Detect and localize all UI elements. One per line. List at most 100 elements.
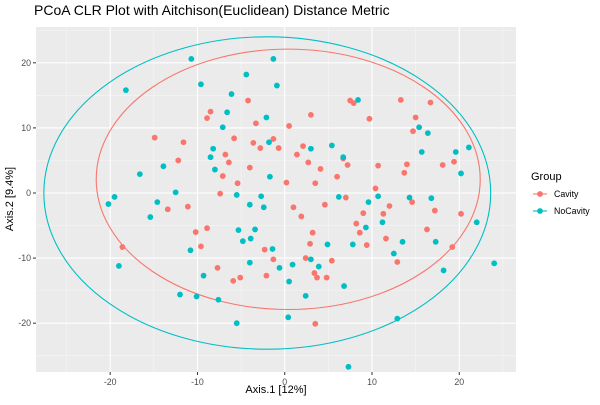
point-nocavity (246, 201, 253, 208)
point-cavity (344, 162, 351, 168)
point-cavity (308, 111, 314, 118)
point-cavity (334, 173, 340, 180)
point-nocavity (341, 283, 347, 289)
point-nocavity (219, 124, 226, 131)
point-cavity (245, 97, 251, 104)
point-nocavity (266, 173, 273, 180)
point-nocavity (285, 314, 292, 321)
x-tick-label: 20 (454, 377, 464, 387)
point-nocavity (177, 291, 183, 298)
point-nocavity (491, 260, 498, 267)
point-nocavity (473, 219, 480, 226)
point-nocavity (379, 219, 386, 226)
x-tick-label: 0 (282, 377, 287, 387)
point-nocavity (365, 199, 372, 206)
x-tick-label: 10 (367, 377, 377, 387)
legend-label: Cavity (554, 189, 579, 199)
point-cavity (451, 158, 457, 165)
x-tick-label: -10 (191, 377, 204, 387)
point-nocavity (440, 267, 447, 274)
point-cavity (204, 115, 210, 122)
point-cavity (380, 210, 387, 217)
point-nocavity (399, 238, 406, 245)
point-cavity (307, 240, 313, 247)
point-nocavity (136, 171, 143, 178)
point-nocavity (228, 91, 235, 97)
point-nocavity (215, 296, 222, 303)
point-cavity (458, 210, 464, 217)
point-nocavity (263, 114, 270, 121)
point-nocavity (200, 272, 207, 279)
point-cavity (283, 179, 290, 186)
point-nocavity (418, 149, 425, 155)
point-cavity (207, 108, 214, 115)
point-nocavity (105, 201, 112, 207)
point-nocavity (340, 154, 347, 161)
point-cavity (263, 272, 270, 279)
point-nocavity (289, 261, 296, 268)
point-nocavity (187, 247, 194, 254)
point-cavity (302, 255, 309, 261)
x-axis-label: Axis.1 [12%] (245, 384, 306, 396)
y-tick-label: -20 (18, 318, 31, 328)
point-cavity (386, 203, 393, 209)
point-nocavity (160, 163, 167, 170)
point-cavity (214, 264, 221, 271)
point-nocavity (308, 145, 314, 152)
legend: Group Cavity NoCavity (531, 171, 590, 216)
point-nocavity (345, 363, 352, 370)
point-nocavity (212, 166, 218, 173)
point-cavity (410, 128, 416, 135)
point-cavity (372, 185, 379, 192)
point-nocavity (273, 82, 280, 89)
point-nocavity (247, 235, 254, 242)
point-cavity (192, 229, 199, 235)
point-cavity (184, 203, 191, 210)
point-cavity (234, 180, 241, 187)
point-cavity (198, 243, 204, 250)
point-cavity (164, 206, 171, 213)
point-nocavity (193, 293, 200, 300)
point-nocavity (432, 238, 439, 245)
point-cavity (253, 120, 259, 127)
point-nocavity (375, 193, 382, 200)
point-nocavity (207, 154, 214, 161)
point-cavity (305, 159, 312, 166)
point-nocavity (390, 250, 397, 257)
point-cavity (439, 162, 446, 168)
point-cavity (231, 135, 238, 142)
point-cavity (342, 194, 349, 201)
point-nocavity (224, 109, 231, 116)
x-tick-label: -20 (104, 377, 117, 387)
grid (36, 27, 516, 372)
point-cavity (356, 229, 363, 236)
point-nocavity (302, 292, 309, 299)
point-nocavity (458, 170, 464, 177)
point-nocavity (233, 320, 240, 327)
point-cavity (217, 190, 224, 197)
point-cavity (237, 274, 244, 281)
point-cavity (204, 225, 210, 232)
point-cavity (383, 235, 389, 242)
legend-key-point (537, 191, 543, 197)
plot-panel (36, 27, 516, 372)
point-nocavity (270, 55, 277, 62)
point-nocavity (260, 204, 267, 211)
point-cavity (431, 207, 438, 214)
point-cavity (328, 257, 335, 264)
point-nocavity (172, 189, 179, 196)
point-cavity (394, 259, 401, 265)
point-cavity (353, 220, 360, 227)
point-nocavity (188, 55, 195, 62)
point-cavity (275, 145, 282, 151)
point-nocavity (355, 97, 361, 103)
point-cavity (449, 244, 456, 250)
point-nocavity (198, 81, 204, 88)
point-nocavity (210, 145, 217, 152)
point-cavity (321, 201, 328, 208)
point-nocavity (116, 262, 122, 269)
point-nocavity (308, 256, 314, 263)
point-cavity (323, 274, 330, 281)
